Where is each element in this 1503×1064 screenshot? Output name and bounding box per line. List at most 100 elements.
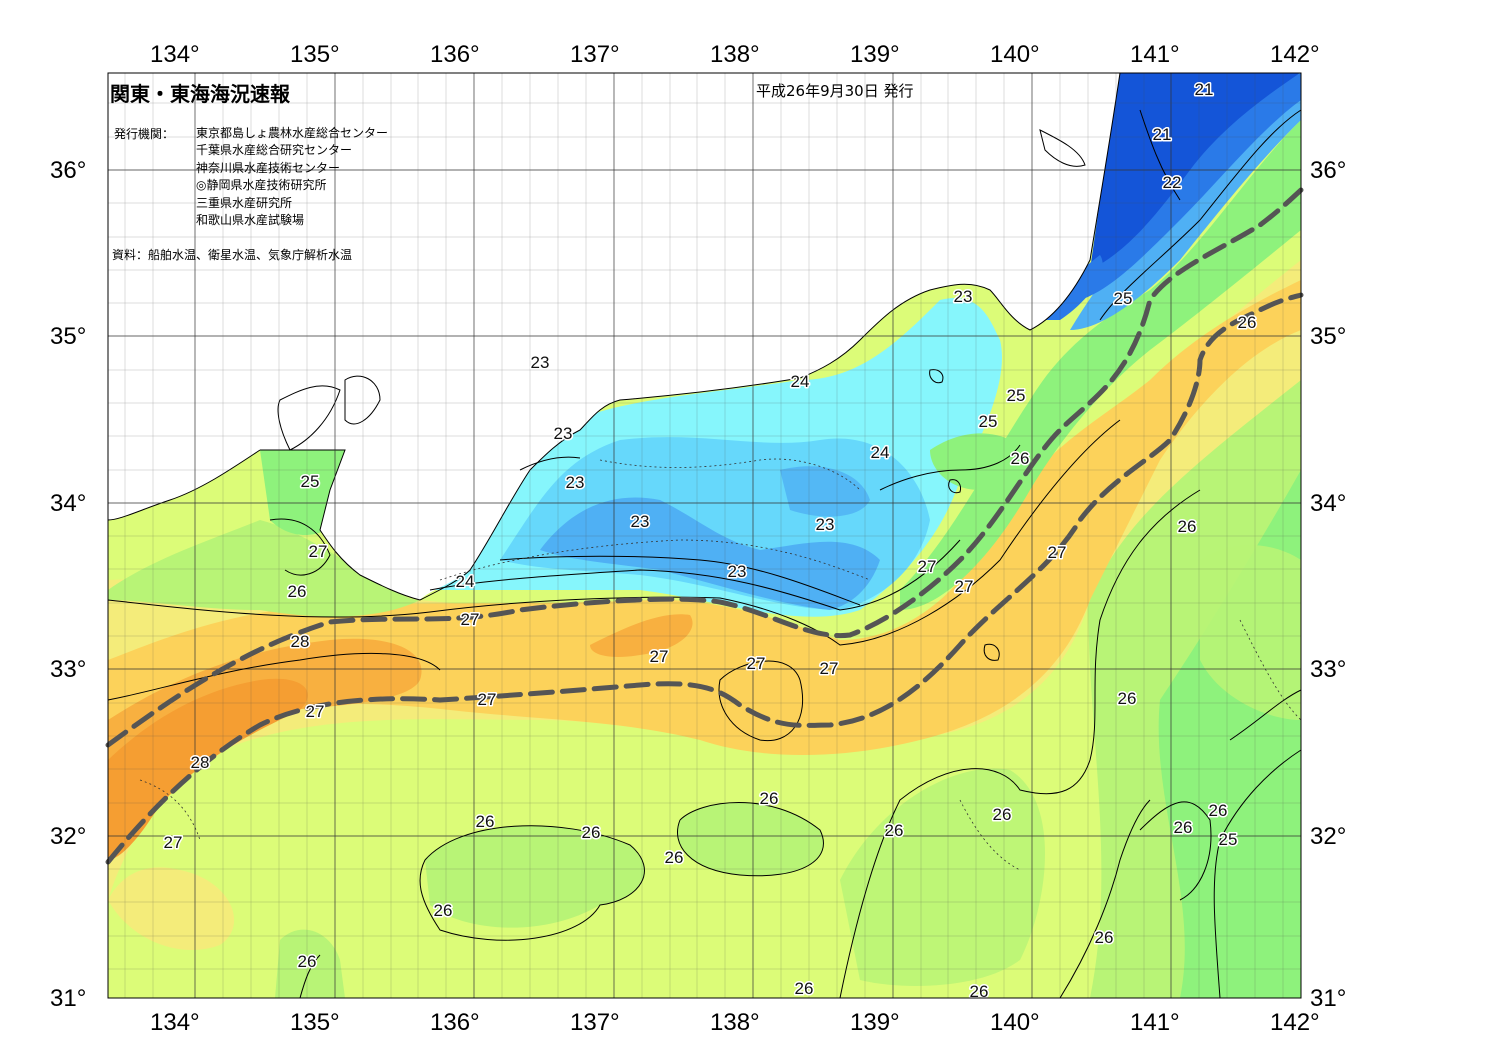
lon-label: 134°: [150, 1009, 200, 1036]
latitude-labels-right: 36° 35° 34° 33° 32° 31°: [1310, 157, 1346, 1012]
isotherm-label: 25: [1114, 289, 1133, 308]
isotherm-label: 25: [979, 412, 998, 431]
map-title: 関東・東海海況速報: [110, 82, 290, 106]
lon-label: 135°: [290, 41, 340, 68]
isotherm-label: 23: [954, 287, 973, 306]
isotherm-label: 26: [1011, 449, 1030, 468]
isotherm-label: 25: [301, 472, 320, 491]
isotherm-label: 26: [993, 805, 1012, 824]
isotherm-label: 23: [728, 562, 747, 581]
lat-label: 34°: [1310, 490, 1346, 517]
isotherm-label: 26: [288, 582, 307, 601]
lon-label: 135°: [290, 1009, 340, 1036]
isotherm-label: 26: [1178, 517, 1197, 536]
isotherm-label: 23: [816, 515, 835, 534]
isotherm-label: 27: [164, 833, 183, 852]
dotted-isotherms: [139, 458, 1302, 871]
isotherm-label: 26: [298, 952, 317, 971]
lat-label: 35°: [1310, 323, 1346, 350]
isotherm-lines: [107, 109, 1302, 999]
lon-label: 140°: [990, 41, 1040, 68]
isotherm-label: 25: [1219, 830, 1238, 849]
isotherm-label: 27: [306, 702, 325, 721]
isotherm-label: 26: [885, 821, 904, 840]
lon-label: 139°: [850, 1009, 900, 1036]
isotherm-label: 26: [1095, 928, 1114, 947]
lon-label: 136°: [430, 1009, 480, 1036]
isotherm-label: 26: [795, 979, 814, 998]
minor-graticule: [108, 73, 1301, 998]
lat-label: 36°: [50, 157, 86, 184]
isotherm-label: 27: [478, 690, 497, 709]
isotherm-label: 26: [582, 823, 601, 842]
institution-item: 三重県水産研究所: [196, 195, 293, 210]
institution-item: 和歌山県水産試験場: [196, 213, 305, 228]
isotherm-labels: 21 21 22 23 25 26 23 24 23 25 25 23 24 26 25 27 23 23 26 27…: [162, 79, 1258, 1003]
institution-item: ◎静岡県水産技術研究所: [196, 178, 327, 193]
data-source: 資料：船舶水温、衛星水温、気象庁解析水温: [112, 248, 353, 262]
institutions-label: 発行機関：: [114, 127, 175, 141]
longitude-labels-bottom: 134° 135° 136° 137° 138° 139° 140° 141° …: [150, 1009, 1320, 1036]
isotherm-label: 22: [1163, 173, 1182, 192]
lon-label: 141°: [1130, 41, 1180, 68]
isotherm-label: 27: [309, 542, 328, 561]
isotherm-label: 23: [554, 424, 573, 443]
isotherm-label: 26: [1118, 689, 1137, 708]
isotherm-label: 26: [1174, 818, 1193, 837]
lon-label: 138°: [710, 41, 760, 68]
lon-label: 140°: [990, 1009, 1040, 1036]
lon-label: 142°: [1270, 41, 1320, 68]
lat-label: 31°: [50, 985, 86, 1012]
isotherm-label: 26: [760, 789, 779, 808]
isotherm-label: 26: [665, 848, 684, 867]
isotherm-label: 26: [970, 982, 989, 1001]
graticule: [108, 73, 1301, 998]
latitude-labels-left: 36° 35° 34° 33° 32° 31°: [50, 157, 86, 1012]
isotherm-label: 27: [461, 610, 480, 629]
institution-item: 東京都島しょ農林水産総合センター: [196, 126, 389, 140]
isotherm-label: 27: [955, 577, 974, 596]
isotherm-label: 23: [566, 473, 585, 492]
kuroshio-axes: [105, 187, 1304, 865]
isotherm-label: 27: [747, 654, 766, 673]
institution-item: 神奈川県水産技術センター: [196, 160, 341, 175]
isotherm-label: 26: [434, 901, 453, 920]
lat-label: 31°: [1310, 985, 1346, 1012]
isotherm-label: 26: [476, 812, 495, 831]
isotherm-label: 28: [291, 632, 310, 651]
isotherm-label: 24: [871, 443, 890, 462]
lon-label: 137°: [570, 1009, 620, 1036]
lat-label: 32°: [1310, 823, 1346, 850]
isotherm-label: 21: [1153, 125, 1172, 144]
isotherm-label: 26: [1209, 801, 1228, 820]
isotherm-label: 26: [1238, 313, 1257, 332]
issue-date: 平成26年9月30日 発行: [756, 82, 914, 100]
lat-label: 33°: [50, 656, 86, 683]
isotherm-label: 21: [1195, 80, 1214, 99]
lon-label: 138°: [710, 1009, 760, 1036]
isotherm-label: 23: [631, 512, 650, 531]
isotherm-label: 24: [456, 572, 475, 591]
isotherm-label: 27: [918, 557, 937, 576]
lon-label: 142°: [1270, 1009, 1320, 1036]
institutions-list: 東京都島しょ農林水産総合センター 千葉県水産総合研究センター 神奈川県水産技術セ…: [196, 125, 388, 229]
isotherm-label: 24: [791, 372, 810, 391]
map-frame: [107, 72, 1302, 999]
lat-label: 32°: [50, 823, 86, 850]
lon-label: 139°: [850, 41, 900, 68]
lon-label: 136°: [430, 41, 480, 68]
isotherm-label: 27: [650, 647, 669, 666]
longitude-labels-top: 134° 135° 136° 137° 138° 139° 140° 141° …: [150, 41, 1320, 68]
isotherm-label: 25: [1007, 386, 1026, 405]
lat-label: 34°: [50, 490, 86, 517]
lat-label: 35°: [50, 323, 86, 350]
lon-label: 141°: [1130, 1009, 1180, 1036]
isotherm-label: 28: [191, 753, 210, 772]
lat-label: 36°: [1310, 157, 1346, 184]
lon-label: 137°: [570, 41, 620, 68]
isotherm-label: 23: [531, 353, 550, 372]
coastline: [107, 72, 1121, 661]
institution-item: 千葉県水産総合研究センター: [196, 143, 353, 158]
isotherm-label: 27: [1048, 543, 1067, 562]
